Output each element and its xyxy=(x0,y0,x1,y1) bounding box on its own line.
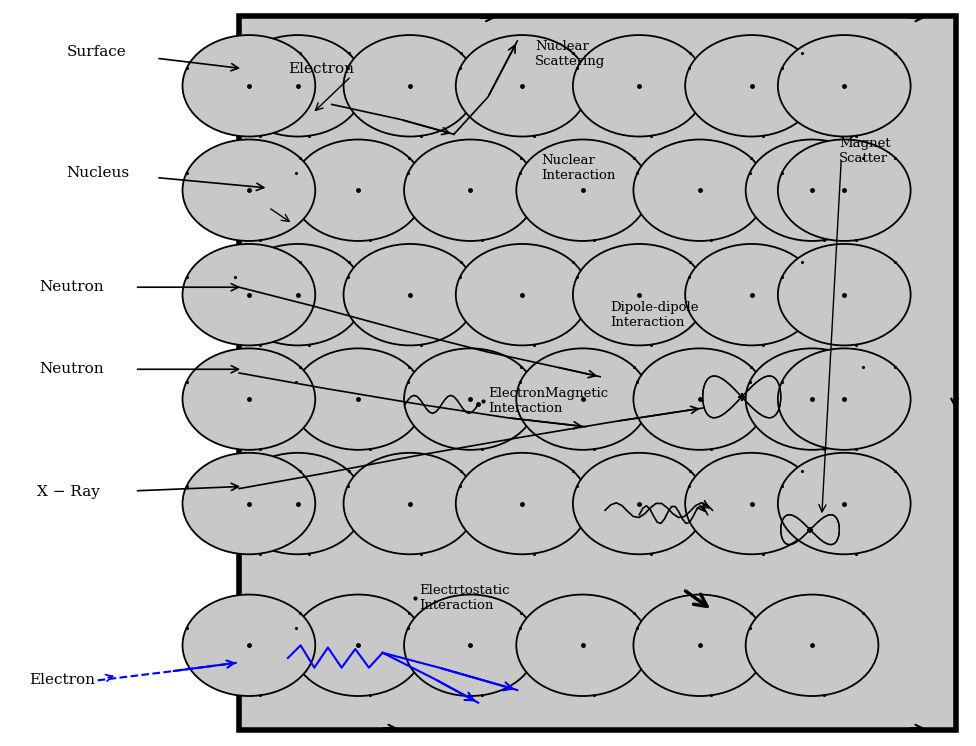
Circle shape xyxy=(685,244,818,345)
Text: Neutron: Neutron xyxy=(39,280,103,294)
Circle shape xyxy=(344,453,476,554)
Circle shape xyxy=(456,35,589,137)
Circle shape xyxy=(183,348,315,450)
Text: Nuclear
Scattering: Nuclear Scattering xyxy=(535,40,605,68)
Text: Nuclear
Interaction: Nuclear Interaction xyxy=(542,154,616,182)
Circle shape xyxy=(231,453,364,554)
Circle shape xyxy=(404,348,537,450)
Circle shape xyxy=(633,140,766,241)
Text: Magnet
Scatter: Magnet Scatter xyxy=(839,137,891,165)
Circle shape xyxy=(778,453,911,554)
Circle shape xyxy=(778,348,911,450)
Circle shape xyxy=(183,595,315,696)
Text: Neutron: Neutron xyxy=(39,363,103,376)
Circle shape xyxy=(183,244,315,345)
Circle shape xyxy=(231,35,364,137)
Circle shape xyxy=(231,244,364,345)
Circle shape xyxy=(404,595,537,696)
Circle shape xyxy=(573,453,706,554)
Circle shape xyxy=(746,140,878,241)
Circle shape xyxy=(633,348,766,450)
Circle shape xyxy=(183,140,315,241)
Circle shape xyxy=(685,453,818,554)
Circle shape xyxy=(633,595,766,696)
Circle shape xyxy=(292,595,425,696)
Circle shape xyxy=(344,244,476,345)
Text: Surface: Surface xyxy=(66,46,126,59)
Circle shape xyxy=(183,35,315,137)
Text: X − Ray: X − Ray xyxy=(37,486,100,499)
Circle shape xyxy=(516,595,649,696)
Circle shape xyxy=(778,244,911,345)
Text: Electron: Electron xyxy=(288,62,354,75)
Circle shape xyxy=(292,140,425,241)
Text: Nucleus: Nucleus xyxy=(66,166,130,180)
Bar xyxy=(239,16,956,730)
Circle shape xyxy=(456,453,589,554)
Text: Electron: Electron xyxy=(29,674,96,687)
Circle shape xyxy=(573,35,706,137)
Circle shape xyxy=(456,244,589,345)
Circle shape xyxy=(516,348,649,450)
Circle shape xyxy=(778,35,911,137)
Circle shape xyxy=(344,35,476,137)
Circle shape xyxy=(746,595,878,696)
Circle shape xyxy=(404,140,537,241)
Circle shape xyxy=(778,140,911,241)
Text: Dipole-dipole
Interaction: Dipole-dipole Interaction xyxy=(610,301,699,329)
Circle shape xyxy=(685,35,818,137)
Circle shape xyxy=(516,140,649,241)
Circle shape xyxy=(292,348,425,450)
Circle shape xyxy=(746,348,878,450)
Text: Electrtostatic
Interaction: Electrtostatic Interaction xyxy=(420,584,510,612)
Text: ElectronMagnetic
Interaction: ElectronMagnetic Interaction xyxy=(488,387,608,416)
Circle shape xyxy=(183,453,315,554)
Circle shape xyxy=(573,244,706,345)
